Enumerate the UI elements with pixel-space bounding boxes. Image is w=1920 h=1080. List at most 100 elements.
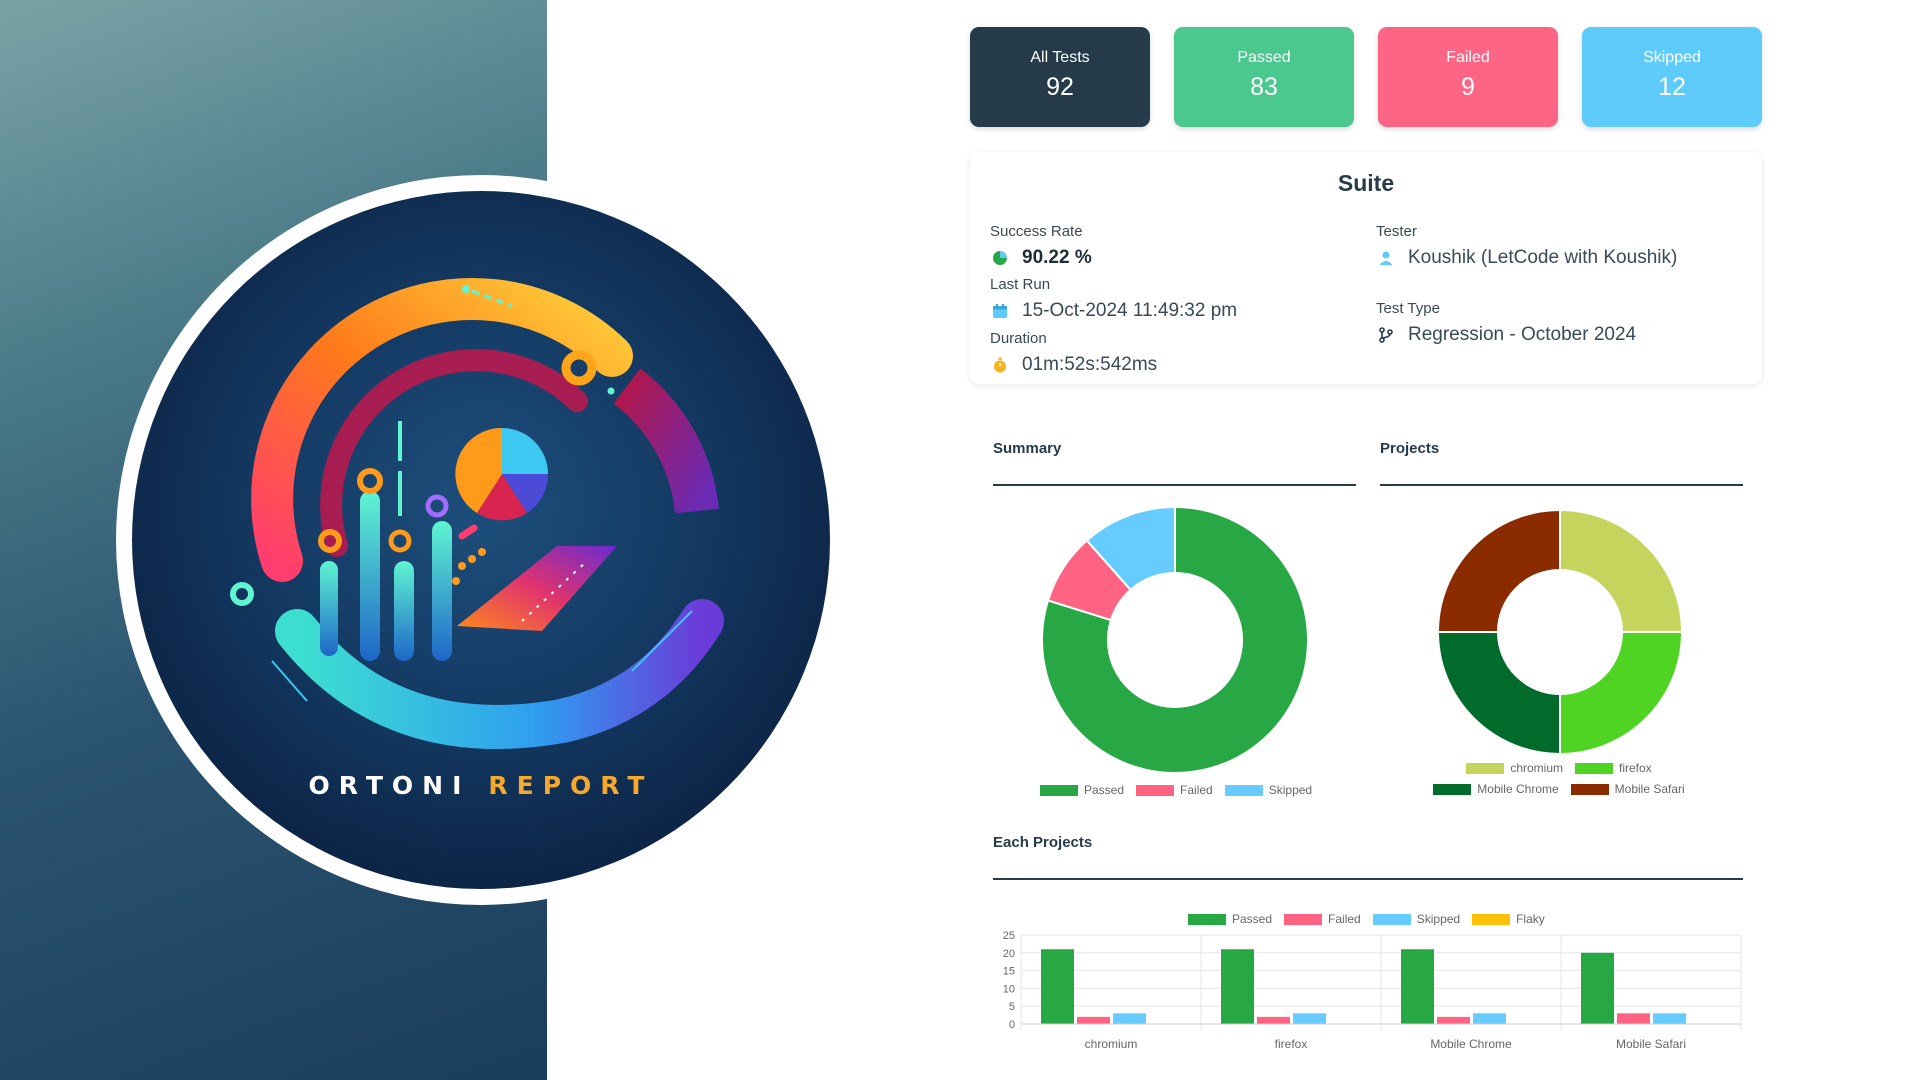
duration-value: 01m:52s:542ms <box>992 354 1157 376</box>
legend-swatch <box>1570 783 1609 795</box>
tester-value: Koushik (LetCode with Koushik) <box>1378 247 1677 269</box>
logo-graphic-icon <box>230 278 724 749</box>
projects-divider <box>1380 484 1743 486</box>
y-tick-label: 20 <box>1003 948 1015 960</box>
legend-passed[interactable]: Passed <box>1040 783 1124 797</box>
each-projects-title: Each Projects <box>993 834 1093 851</box>
projects-legend: chromium firefox Mobile Chrome Mobile Safar… <box>1400 761 1730 796</box>
bar-chromium-failed[interactable] <box>1077 1016 1110 1024</box>
slice-mobile-chrome[interactable] <box>1436 631 1561 756</box>
summary-divider <box>993 484 1356 486</box>
legend-firefox[interactable]: firefox <box>1575 761 1652 775</box>
legend-swatch <box>1136 784 1175 796</box>
bar-chromium-passed[interactable] <box>1041 949 1074 1024</box>
legend-flaky[interactable]: Flaky <box>1472 912 1545 926</box>
slice-skipped[interactable] <box>1085 505 1176 592</box>
bar-mobile-safari-failed[interactable] <box>1617 1013 1650 1024</box>
legend-swatch <box>1372 913 1411 925</box>
legend-swatch <box>1575 762 1613 774</box>
y-tick-label: 0 <box>1009 1019 1015 1031</box>
card-passed[interactable]: Passed 83 <box>1174 27 1354 127</box>
success-rate-label: Success Rate <box>990 223 1083 240</box>
legend-label: Mobile Chrome <box>1477 782 1559 796</box>
legend-mobile-chrome[interactable]: Mobile Chrome <box>1433 782 1559 796</box>
y-tick-label: 10 <box>1003 983 1015 995</box>
bar-firefox-passed[interactable] <box>1221 949 1254 1024</box>
bar-mobile-chrome-failed[interactable] <box>1437 1016 1470 1024</box>
slice-firefox[interactable] <box>1559 631 1684 756</box>
bar-mobile-chrome-skipped[interactable] <box>1473 1013 1506 1024</box>
legend-swatch <box>1224 784 1263 796</box>
legend-swatch <box>1433 783 1472 795</box>
projects-donut-chart <box>1436 508 1684 756</box>
each-projects-legend: Passed Failed Skipped Flaky <box>1188 912 1557 926</box>
x-tick-label: Mobile Chrome <box>1430 1037 1512 1051</box>
legend-swatch <box>1284 913 1323 925</box>
card-skipped-value: 12 <box>1658 73 1686 101</box>
success-rate-text: 90.22 % <box>1022 247 1092 268</box>
y-tick-label: 15 <box>1003 966 1015 978</box>
slice-mobile-safari[interactable] <box>1436 508 1561 633</box>
legend-label: Skipped <box>1416 912 1461 926</box>
summary-title: Summary <box>993 440 1062 457</box>
legend-skipped[interactable]: Skipped <box>1372 912 1461 926</box>
each-projects-bar-chart: 0 5 10 15 20 25 chromium firefox Mobile Chrome Mo… <box>1003 930 1742 1051</box>
card-failed[interactable]: Failed 9 <box>1378 27 1558 127</box>
test-type-label: Test Type <box>1376 300 1440 317</box>
legend-label: Passed <box>1232 912 1273 926</box>
legend-label: Passed <box>1084 783 1125 797</box>
y-tick-label: 5 <box>1009 1001 1015 1013</box>
slice-passed[interactable] <box>1041 505 1309 774</box>
last-run-text: 15-Oct-2024 11:49:32 pm <box>1022 300 1238 321</box>
bar-mobile-chrome-passed[interactable] <box>1401 949 1434 1024</box>
legend-swatch <box>1466 762 1505 774</box>
card-skipped[interactable]: Skipped 12 <box>1582 27 1762 127</box>
stopwatch-icon <box>994 357 1006 373</box>
last-run-label: Last Run <box>990 276 1051 293</box>
duration-label: Duration <box>990 330 1047 347</box>
tester-text: Koushik (LetCode with Koushik) <box>1408 247 1678 268</box>
suite-title: Suite <box>1337 170 1395 196</box>
card-failed-value: 9 <box>1461 73 1475 101</box>
calendar-icon <box>993 304 1007 318</box>
logo-wordmark: ORTONI REPORT <box>132 771 830 800</box>
bar-firefox-skipped[interactable] <box>1293 1013 1326 1024</box>
legend-label: firefox <box>1619 761 1652 775</box>
bar-mobile-safari-skipped[interactable] <box>1653 1013 1686 1024</box>
legend-passed[interactable]: Passed <box>1188 912 1272 926</box>
suite-panel: Suite Success Rate 90.22 % Last Run 15-O… <box>970 152 1762 384</box>
legend-label: Failed <box>1180 783 1213 797</box>
logo-word-ortoni: ORTONI <box>308 771 471 800</box>
card-all-tests[interactable]: All Tests 92 <box>970 27 1150 127</box>
legend-skipped[interactable]: Skipped <box>1224 783 1312 797</box>
tester-label: Tester <box>1376 223 1417 240</box>
legend-failed[interactable]: Failed <box>1284 912 1361 926</box>
legend-failed[interactable]: Failed <box>1136 783 1213 797</box>
card-all-tests-label: All Tests <box>1030 49 1090 66</box>
bar-chromium-skipped[interactable] <box>1113 1013 1146 1024</box>
slice-chromium[interactable] <box>1559 508 1684 633</box>
x-tick-label: firefox <box>1275 1037 1308 1051</box>
legend-label: Flaky <box>1516 912 1545 926</box>
card-skipped-label: Skipped <box>1643 49 1701 66</box>
card-failed-label: Failed <box>1446 49 1490 66</box>
x-tick-label: chromium <box>1085 1037 1138 1051</box>
branch-icon <box>1379 327 1393 343</box>
bar-mobile-safari-passed[interactable] <box>1581 952 1614 1024</box>
last-run-value: 15-Oct-2024 11:49:32 pm <box>992 300 1237 322</box>
bar-firefox-failed[interactable] <box>1257 1016 1290 1024</box>
user-icon <box>1379 251 1393 265</box>
test-type-value: Regression - October 2024 <box>1378 324 1636 346</box>
summary-donut-chart <box>1041 505 1309 774</box>
legend-chromium[interactable]: chromium <box>1466 761 1563 775</box>
legend-swatch <box>1040 784 1078 796</box>
y-tick-label: 25 <box>1003 930 1015 942</box>
legend-label: Failed <box>1328 912 1361 926</box>
legend-label: chromium <box>1510 761 1563 775</box>
legend-label: Mobile Safari <box>1614 782 1685 796</box>
legend-mobile-safari[interactable]: Mobile Safari <box>1570 782 1685 796</box>
duration-text: 01m:52s:542ms <box>1022 354 1158 375</box>
logo-word-report: REPORT <box>488 771 654 800</box>
test-type-text: Regression - October 2024 <box>1408 324 1637 345</box>
legend-swatch <box>1472 913 1511 925</box>
